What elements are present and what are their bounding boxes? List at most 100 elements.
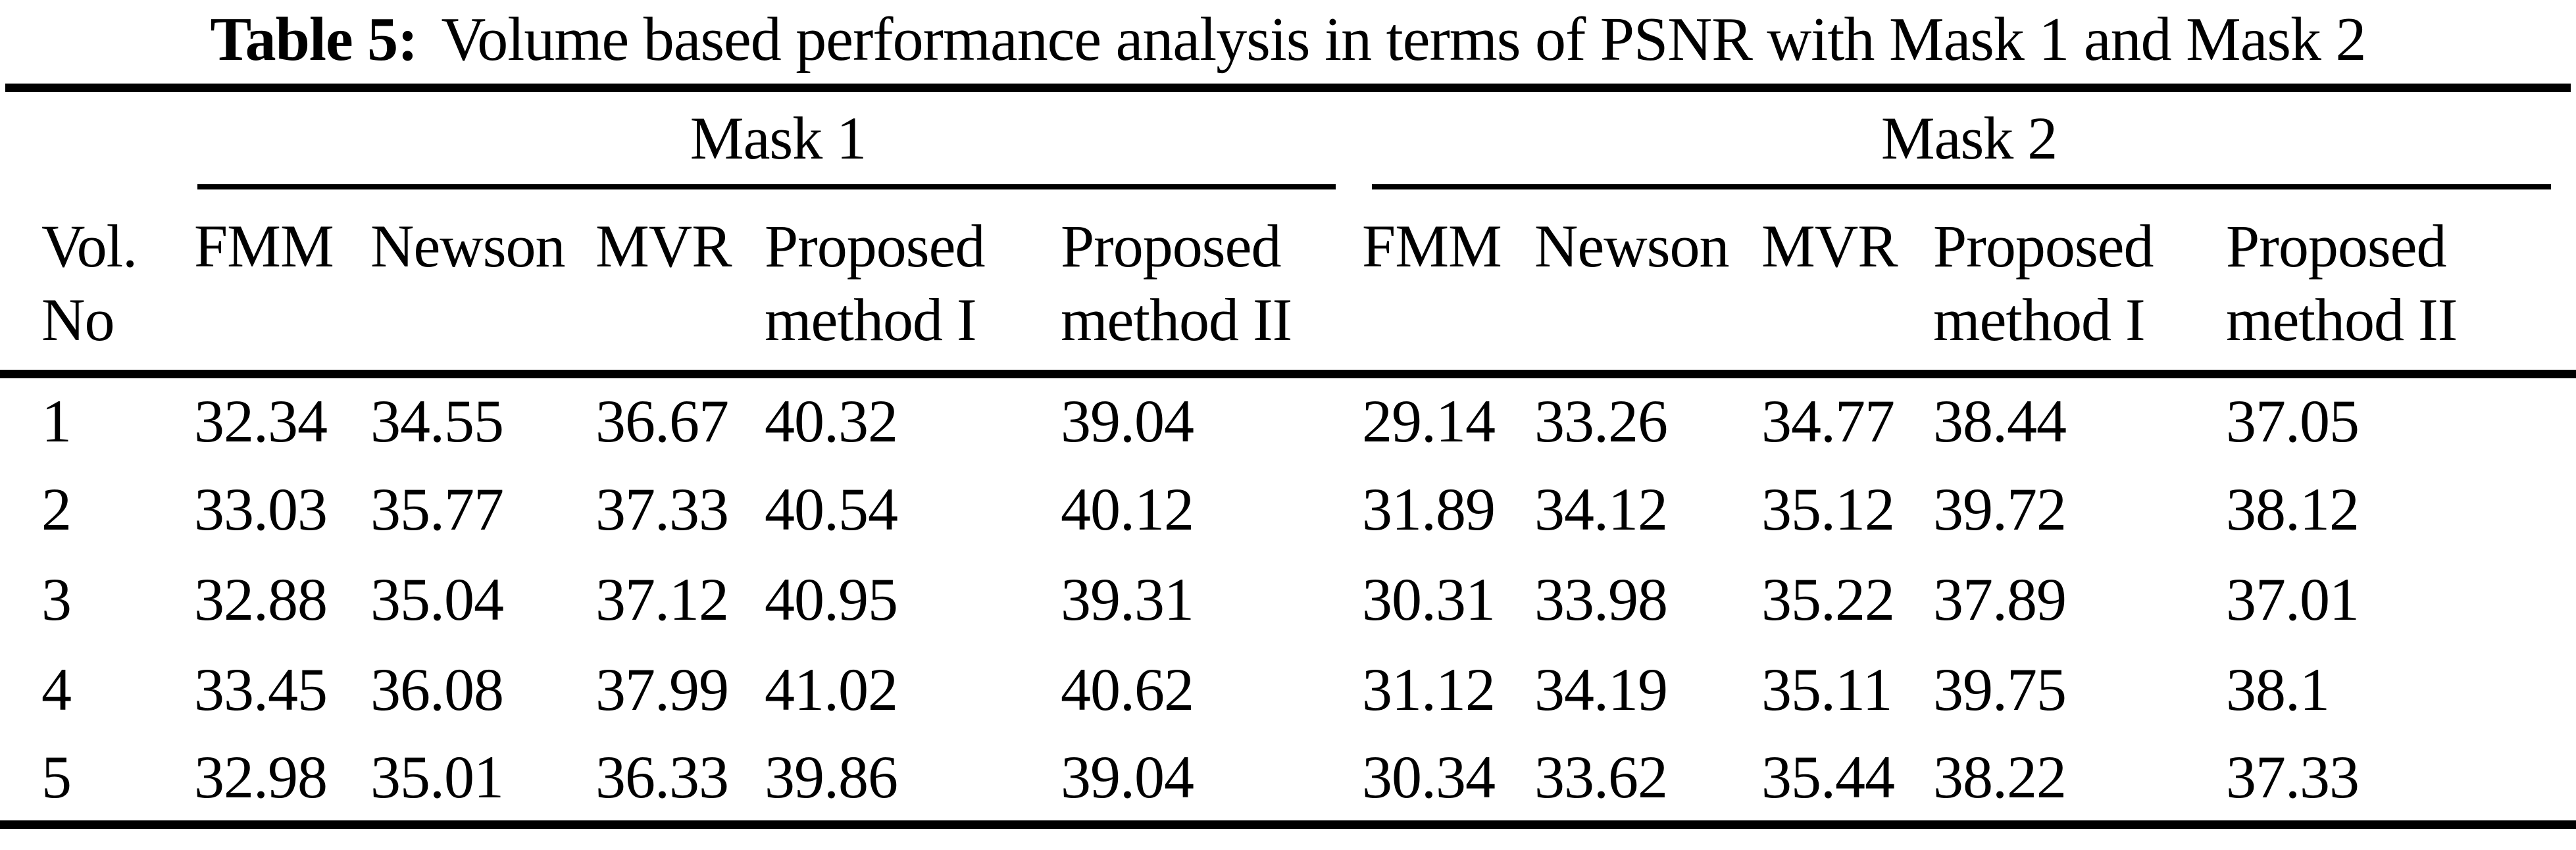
cell-m1-proposed-2: 40.12 [1061, 475, 1194, 543]
col-header-m1-fmm: FMM [194, 189, 370, 378]
cell-m1-proposed-1: 39.86 [765, 734, 1061, 829]
group-rule-mask1-cell [194, 184, 1362, 189]
col-header-m2-fmm: FMM [1362, 189, 1535, 378]
group-header-spacer [0, 92, 194, 184]
col-header-label: Newson [1534, 213, 1730, 280]
cell-m1-fmm: 32.98 [194, 734, 370, 829]
col-header-label: MVR [1761, 213, 1898, 280]
cell-m2-proposed-2: 37.01 [2226, 565, 2360, 633]
top-rule [5, 84, 2571, 92]
cell-m2-newson: 33.62 [1534, 734, 1762, 829]
cell-m1-mvr: 37.99 [595, 655, 729, 723]
column-header-row: Vol. No FMM Newson MVR Proposed method I… [0, 189, 2576, 378]
cell-m2-fmm: 29.14 [1362, 387, 1496, 455]
col-header-m2-proposed-1: Proposed method I [1933, 189, 2227, 378]
cell-m1-mvr: 36.67 [595, 387, 729, 455]
col-header-label: Proposed [765, 213, 985, 280]
col-header-m2-proposed-2: Proposed method II [2226, 189, 2576, 378]
col-header-label: Proposed [1933, 213, 2154, 280]
table-row: 3 32.88 35.04 37.12 40.95 39.31 30.31 33… [0, 554, 2576, 644]
group-header-mask2: Mask 2 [1881, 105, 2058, 172]
table-row: 1 32.34 34.55 36.67 40.32 39.04 29.14 33… [0, 374, 2576, 464]
cell-m2-newson: 33.98 [1534, 565, 1668, 633]
col-header-label: FMM [1362, 213, 1502, 280]
cell-m2-proposed-2: 38.1 [2226, 655, 2330, 723]
col-header-vol-line2: No [41, 286, 114, 353]
col-header-label: MVR [595, 213, 732, 280]
cell-m2-proposed-2: 37.33 [2226, 734, 2576, 829]
group-rule-row [0, 184, 2576, 189]
col-header-vol-no: Vol. No [0, 189, 194, 378]
group-rule-mask2-cell [1362, 184, 2576, 189]
col-header-m2-newson: Newson [1534, 189, 1762, 378]
col-header-label: Proposed [2226, 213, 2446, 280]
cell-vol-no: 2 [41, 475, 72, 543]
cell-m2-proposed-1: 39.72 [1933, 475, 2067, 543]
mask1-span-rule [197, 184, 1336, 189]
cell-m1-proposed-1: 41.02 [765, 655, 898, 723]
cell-m2-newson: 34.12 [1534, 475, 1668, 543]
cell-m1-mvr: 36.33 [595, 734, 765, 829]
cell-m2-mvr: 35.22 [1761, 565, 1895, 633]
group-header-row: Mask 1 Mask 2 [0, 92, 2576, 184]
cell-vol-no: 5 [0, 734, 194, 829]
cell-m2-fmm: 30.31 [1362, 565, 1496, 633]
cell-m1-mvr: 37.12 [595, 565, 729, 633]
cell-m2-proposed-1: 38.22 [1933, 734, 2227, 829]
cell-m2-fmm: 31.89 [1362, 475, 1496, 543]
cell-m2-proposed-1: 38.44 [1933, 387, 2067, 455]
cell-m1-mvr: 37.33 [595, 475, 729, 543]
cell-m2-newson: 33.26 [1534, 387, 1668, 455]
cell-m1-fmm: 32.34 [194, 387, 328, 455]
table-caption: Table 5: Volume based performance analysi… [0, 0, 2576, 84]
cell-m2-proposed-1: 39.75 [1933, 655, 2067, 723]
col-header-m1-proposed-2: Proposed method II [1061, 189, 1363, 378]
col-header-m1-newson: Newson [370, 189, 595, 378]
col-header-m1-mvr: MVR [595, 189, 765, 378]
cell-m1-proposed-1: 40.54 [765, 475, 898, 543]
table-caption-label: Table 5: [210, 5, 418, 74]
col-header-m2-mvr: MVR [1761, 189, 1934, 378]
col-header-label-line2: method II [1061, 286, 1292, 353]
cell-m2-mvr: 35.12 [1761, 475, 1895, 543]
col-header-label-line2: method I [1933, 286, 2146, 353]
table-row: 4 33.45 36.08 37.99 41.02 40.62 31.12 34… [0, 644, 2576, 734]
col-header-label-line2: method II [2226, 286, 2458, 353]
table-row: 2 33.03 35.77 37.33 40.54 40.12 31.89 34… [0, 464, 2576, 554]
cell-m2-mvr: 34.77 [1761, 387, 1895, 455]
cell-m1-fmm: 32.88 [194, 565, 328, 633]
cell-m1-proposed-1: 40.95 [765, 565, 898, 633]
group-rule-spacer [0, 184, 194, 189]
cell-m2-fmm: 30.34 [1362, 734, 1535, 829]
mask2-span-rule [1372, 184, 2552, 189]
cell-m1-newson: 35.77 [370, 475, 504, 543]
col-header-m1-proposed-1: Proposed method I [765, 189, 1061, 378]
cell-m1-fmm: 33.45 [194, 655, 328, 723]
group-header-mask1: Mask 1 [690, 105, 867, 172]
col-header-label: FMM [194, 213, 334, 280]
cell-m2-proposed-2: 38.12 [2226, 475, 2360, 543]
cell-m1-newson: 35.04 [370, 565, 504, 633]
cell-m1-newson: 35.01 [370, 734, 595, 829]
cell-m2-mvr: 35.44 [1761, 734, 1934, 829]
cell-m1-newson: 36.08 [370, 655, 504, 723]
cell-vol-no: 3 [41, 565, 72, 633]
cell-m1-newson: 34.55 [370, 387, 504, 455]
cell-m1-proposed-2: 39.31 [1061, 565, 1194, 633]
cell-m2-newson: 34.19 [1534, 655, 1668, 723]
col-header-label-line2: method I [765, 286, 977, 353]
cell-m2-mvr: 35.11 [1761, 655, 1893, 723]
cell-m1-proposed-2: 40.62 [1061, 655, 1194, 723]
cell-m1-fmm: 33.03 [194, 475, 328, 543]
cell-m1-proposed-1: 40.32 [765, 387, 898, 455]
cell-vol-no: 4 [41, 655, 72, 723]
col-header-label: Proposed [1061, 213, 1281, 280]
col-header-label: Newson [370, 213, 566, 280]
col-header-vol-line1: Vol. [41, 213, 138, 280]
cell-m1-proposed-2: 39.04 [1061, 387, 1194, 455]
psnr-table: Mask 1 Mask 2 Vol. No FMM Newson MVR Pro… [0, 92, 2576, 829]
cell-m2-fmm: 31.12 [1362, 655, 1496, 723]
table-row: 5 32.98 35.01 36.33 39.86 39.04 30.34 33… [0, 734, 2576, 829]
cell-m2-proposed-2: 37.05 [2226, 387, 2360, 455]
